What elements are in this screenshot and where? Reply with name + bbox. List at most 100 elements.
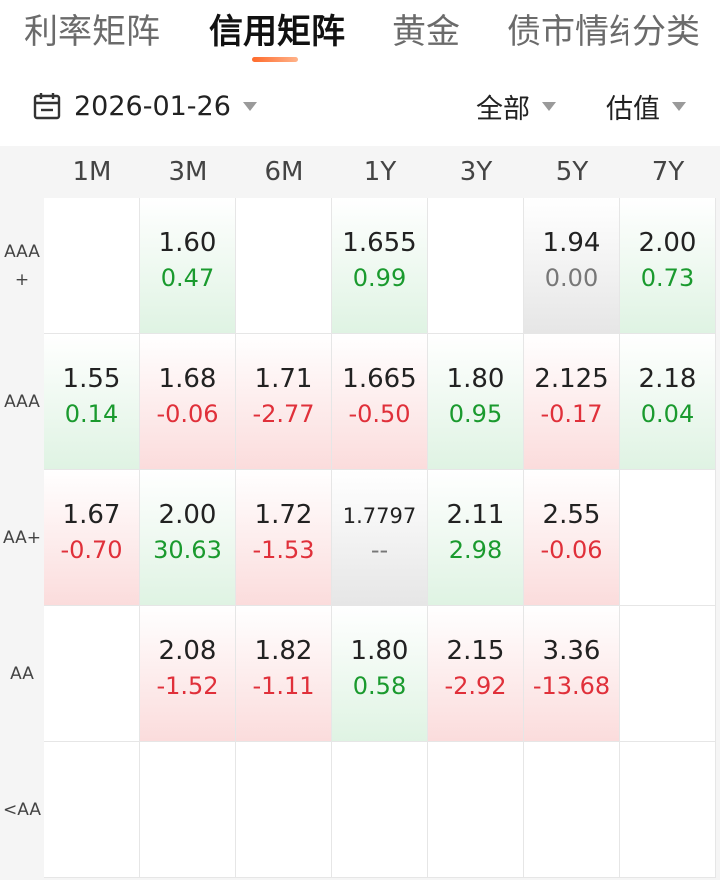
- yield-value: 1.72: [254, 500, 313, 530]
- yield-change: 0.73: [640, 264, 695, 292]
- yield-value: 1.7797: [342, 504, 417, 528]
- row-label: AAA +: [0, 198, 44, 334]
- matrix-cell[interactable]: 1.67 -0.70: [44, 470, 140, 606]
- tab-gold[interactable]: 黄金: [392, 12, 460, 52]
- row-label: AA: [0, 606, 44, 742]
- yield-value: 2.15: [446, 636, 505, 666]
- yield-value: 3.36: [542, 636, 601, 666]
- tab-rate-matrix[interactable]: 利率矩阵: [24, 12, 160, 52]
- yield-value: 1.80: [350, 636, 409, 666]
- yield-change: -0.17: [540, 400, 603, 428]
- active-tab-indicator: [252, 57, 298, 62]
- column-header-1y: 1Y: [332, 146, 428, 198]
- yield-change: 0.58: [352, 672, 407, 700]
- matrix-cell[interactable]: 1.80 0.95: [428, 334, 524, 470]
- yield-value: 1.82: [254, 636, 313, 666]
- yield-change: -1.52: [156, 672, 219, 700]
- matrix-cell[interactable]: 1.7797 --: [332, 470, 428, 606]
- matrix-cell[interactable]: 1.665 -0.50: [332, 334, 428, 470]
- tab-bond-sentiment[interactable]: 债市情绪: [507, 12, 637, 52]
- chevron-down-icon: [542, 101, 556, 111]
- yield-value: 1.55: [62, 364, 121, 394]
- column-header-5y: 5Y: [524, 146, 620, 198]
- matrix-cell[interactable]: 1.60 0.47: [140, 198, 236, 334]
- column-header-3y: 3Y: [428, 146, 524, 198]
- yield-value: 2.125: [534, 364, 609, 394]
- matrix-cell[interactable]: 2.08 -1.52: [140, 606, 236, 742]
- column-header-3m: 3M: [140, 146, 236, 198]
- matrix-cell: [428, 742, 524, 878]
- tab-credit-matrix[interactable]: 信用矩阵: [209, 12, 345, 52]
- yield-value: 1.80: [446, 364, 505, 394]
- row-label: AA+: [0, 470, 44, 606]
- matrix-cell: [44, 742, 140, 878]
- matrix-cell[interactable]: 3.36 -13.68: [524, 606, 620, 742]
- scope-select[interactable]: 全部: [476, 84, 556, 128]
- matrix-cell[interactable]: 2.00 30.63: [140, 470, 236, 606]
- yield-value: 2.18: [638, 364, 697, 394]
- column-header-6m: 6M: [236, 146, 332, 198]
- yield-change: -1.53: [252, 536, 315, 564]
- yield-change: -2.92: [444, 672, 507, 700]
- chevron-down-icon: [242, 101, 257, 111]
- yield-change: 0.47: [160, 264, 215, 292]
- yield-value: 2.55: [542, 500, 601, 530]
- yield-value: 1.665: [342, 364, 417, 394]
- matrix-cell: [44, 198, 140, 334]
- matrix-corner: [0, 146, 44, 198]
- matrix-cell[interactable]: 1.94 0.00: [524, 198, 620, 334]
- column-header-1m: 1M: [44, 146, 140, 198]
- matrix-cell[interactable]: 1.80 0.58: [332, 606, 428, 742]
- tab-category[interactable]: 分类: [628, 10, 700, 54]
- yield-change: -0.06: [156, 400, 219, 428]
- scope-value: 全部: [476, 93, 530, 125]
- chevron-down-icon: [672, 101, 686, 111]
- matrix-cell[interactable]: 1.655 0.99: [332, 198, 428, 334]
- matrix-cell: [620, 742, 716, 878]
- matrix-cell[interactable]: 1.68 -0.06: [140, 334, 236, 470]
- row-label: AAA: [0, 334, 44, 470]
- yield-value: 1.68: [158, 364, 217, 394]
- matrix-cell[interactable]: 2.18 0.04: [620, 334, 716, 470]
- yield-value: 2.00: [158, 500, 217, 530]
- matrix-cell: [236, 742, 332, 878]
- matrix-cell[interactable]: 1.71 -2.77: [236, 334, 332, 470]
- matrix-cell: [332, 742, 428, 878]
- yield-value: 2.11: [446, 500, 505, 530]
- yield-change: -1.11: [252, 672, 315, 700]
- date-picker[interactable]: 2026-01-26: [32, 84, 257, 128]
- matrix-cell: [620, 470, 716, 606]
- metric-select[interactable]: 估值: [606, 84, 686, 128]
- yield-change: 0.99: [352, 264, 407, 292]
- yield-value: 1.60: [158, 228, 217, 258]
- yield-change: -13.68: [532, 672, 611, 700]
- matrix-cell[interactable]: 1.82 -1.11: [236, 606, 332, 742]
- filter-bar: 2026-01-26 全部 估值: [0, 76, 720, 136]
- yield-change: -0.50: [348, 400, 411, 428]
- yield-change: 0.04: [640, 400, 695, 428]
- yield-value: 2.00: [638, 228, 697, 258]
- yield-value: 1.94: [542, 228, 601, 258]
- yield-value: 1.655: [342, 228, 417, 258]
- calendar-icon: [33, 93, 61, 120]
- matrix-cell[interactable]: 1.55 0.14: [44, 334, 140, 470]
- yield-change: 0.14: [64, 400, 119, 428]
- yield-change: 0.00: [544, 264, 599, 292]
- matrix-cell[interactable]: 2.00 0.73: [620, 198, 716, 334]
- yield-change: -2.77: [252, 400, 315, 428]
- yield-change: -0.06: [540, 536, 603, 564]
- row-label: <AA: [0, 742, 44, 878]
- yield-change: 0.95: [448, 400, 503, 428]
- matrix-cell[interactable]: 2.11 2.98: [428, 470, 524, 606]
- credit-matrix-table: 1M 3M 6M 1Y 3Y 5Y 7Y AAA + 1.60 0.47 1.655 0.99 1.94…: [0, 146, 720, 880]
- date-value: 2026-01-26: [74, 90, 231, 122]
- yield-change: 2.98: [448, 536, 503, 564]
- matrix-cell[interactable]: 1.72 -1.53: [236, 470, 332, 606]
- matrix-cell: [44, 606, 140, 742]
- matrix-cell: [524, 742, 620, 878]
- tab-bar: 利率矩阵 信用矩阵 黄金 债市情绪 分类: [0, 0, 720, 64]
- matrix-cell[interactable]: 2.15 -2.92: [428, 606, 524, 742]
- yield-value: 1.67: [62, 500, 121, 530]
- matrix-cell[interactable]: 2.125 -0.17: [524, 334, 620, 470]
- matrix-cell[interactable]: 2.55 -0.06: [524, 470, 620, 606]
